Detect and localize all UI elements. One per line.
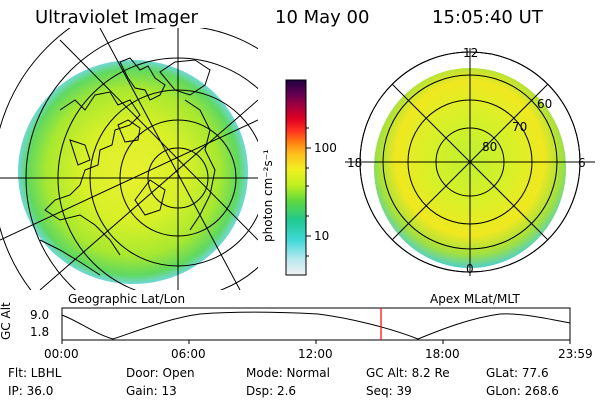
- altitude-plot-frame: [61, 307, 571, 341]
- info-glon: GLon: 268.6: [486, 384, 559, 398]
- info-door: Door: Open: [126, 366, 195, 380]
- time-tick-0000: 00:00: [44, 347, 79, 361]
- mlt-label-0: 0: [466, 262, 474, 276]
- altitude-curve: [61, 311, 571, 340]
- mlat-label-70: 70: [512, 120, 528, 134]
- time-tick-1200: 12:00: [298, 347, 333, 361]
- right-panel-label: Apex MLat/MLT: [430, 292, 520, 306]
- altitude-ylabel: GC Alt: [0, 302, 13, 340]
- info-gc-alt: GC Alt: 8.2 Re: [366, 366, 450, 380]
- instrument-title: Ultraviolet Imager: [35, 7, 198, 28]
- info-flt: Flt: LBHL: [8, 366, 62, 380]
- mlt-label-6: 6: [578, 156, 586, 170]
- geographic-image: [0, 28, 258, 290]
- info-ip: IP: 36.0: [8, 384, 54, 398]
- geo-grid: [0, 28, 258, 290]
- info-mode: Mode: Normal: [246, 366, 330, 380]
- altitude-ytick-low: 1.8: [30, 325, 50, 339]
- time-tick-1800: 18:00: [425, 347, 460, 361]
- coastlines: [39, 57, 216, 276]
- colorbar-unit-label: photon cm⁻²s⁻¹: [261, 149, 275, 242]
- colorbar-tick-10: 10: [314, 229, 330, 243]
- mlat-label-80: 80: [482, 140, 498, 154]
- time-tick-2359: 23:59: [558, 347, 593, 361]
- info-glat: GLat: 77.6: [486, 366, 549, 380]
- colorbar: [285, 79, 311, 276]
- altitude-ytick-high: 9.0: [30, 308, 50, 322]
- time-tick-0600: 06:00: [171, 347, 206, 361]
- date-label: 10 May 00: [275, 7, 370, 28]
- left-panel-label: Geographic Lat/Lon: [68, 292, 186, 306]
- altitude-plot: [61, 307, 571, 344]
- colorbar-tick-100: 100: [314, 141, 337, 155]
- mlat-label-60: 60: [537, 97, 553, 111]
- info-seq: Seq: 39: [366, 384, 412, 398]
- info-dsp: Dsp: 2.6: [246, 384, 297, 398]
- info-gain: Gain: 13: [126, 384, 177, 398]
- mlat-rings: [345, 48, 595, 276]
- mlt-label-18: 18: [347, 156, 363, 170]
- time-label: 15:05:40 UT: [432, 7, 543, 28]
- mlat-mlt-dial: [345, 48, 595, 276]
- auroral-emission-left: [18, 60, 248, 284]
- mlt-label-12: 12: [463, 46, 479, 60]
